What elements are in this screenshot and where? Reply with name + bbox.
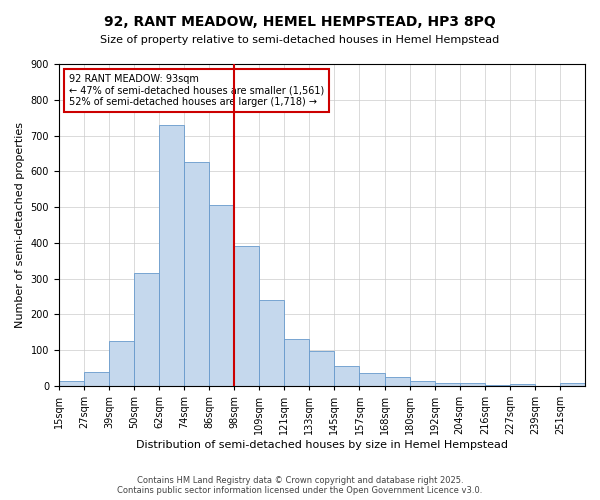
Text: Size of property relative to semi-detached houses in Hemel Hempstead: Size of property relative to semi-detach… xyxy=(100,35,500,45)
Bar xyxy=(209,206,234,386)
Bar xyxy=(510,384,535,386)
Bar xyxy=(560,384,585,386)
Bar xyxy=(485,385,510,386)
Text: 92, RANT MEADOW, HEMEL HEMPSTEAD, HP3 8PQ: 92, RANT MEADOW, HEMEL HEMPSTEAD, HP3 8P… xyxy=(104,15,496,29)
Bar xyxy=(310,351,334,386)
Bar xyxy=(284,340,310,386)
Bar xyxy=(334,366,359,386)
Text: 92 RANT MEADOW: 93sqm
← 47% of semi-detached houses are smaller (1,561)
52% of s: 92 RANT MEADOW: 93sqm ← 47% of semi-deta… xyxy=(70,74,325,107)
Bar xyxy=(259,300,284,386)
Bar xyxy=(84,372,109,386)
Y-axis label: Number of semi-detached properties: Number of semi-detached properties xyxy=(15,122,25,328)
Bar xyxy=(59,382,84,386)
Bar xyxy=(385,377,410,386)
Bar xyxy=(434,383,460,386)
Bar xyxy=(460,383,485,386)
Bar xyxy=(109,341,134,386)
Text: Contains HM Land Registry data © Crown copyright and database right 2025.
Contai: Contains HM Land Registry data © Crown c… xyxy=(118,476,482,495)
Bar xyxy=(410,380,434,386)
Bar xyxy=(134,273,159,386)
Bar xyxy=(184,162,209,386)
Bar xyxy=(359,374,385,386)
Bar xyxy=(234,246,259,386)
Bar xyxy=(159,125,184,386)
X-axis label: Distribution of semi-detached houses by size in Hemel Hempstead: Distribution of semi-detached houses by … xyxy=(136,440,508,450)
